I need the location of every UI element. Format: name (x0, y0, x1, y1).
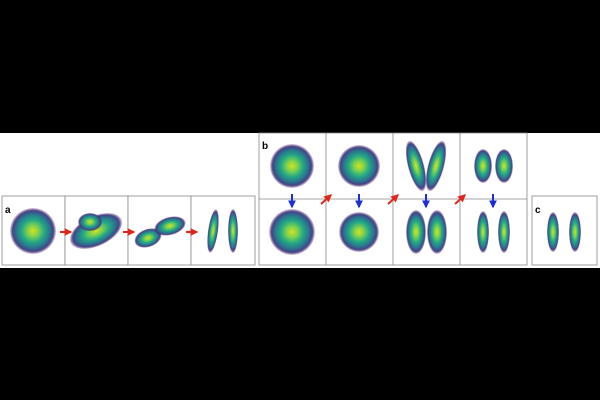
panel-a: a (1, 195, 256, 266)
panel-label: b (262, 141, 268, 152)
panel-c: c (531, 195, 598, 266)
panel-b: b (258, 132, 528, 266)
panel-label: c (535, 205, 541, 216)
panel-label: a (5, 205, 11, 216)
